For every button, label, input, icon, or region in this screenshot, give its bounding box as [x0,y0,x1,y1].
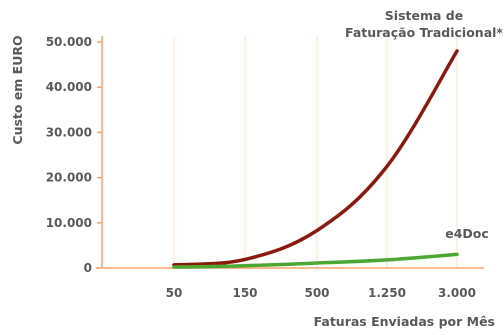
axes [96,36,484,269]
y-tick-label: 0 [84,261,92,275]
x-tick-label: 150 [232,286,257,300]
series-label: e4Doc [445,226,489,241]
x-tick-label: 500 [304,286,329,300]
y-axis-title: Custo em EURO [10,35,25,144]
y-tick-label: 20.000 [46,171,92,185]
series-lines [172,49,459,269]
y-tick-label: 40.000 [46,80,92,94]
series-label: Sistema de [385,8,463,23]
labels: 0 10.000 20.000 30.000 40.000 50.000 50 150 500 1… [10,8,503,329]
x-tick-label: 1.250 [368,286,406,300]
y-tick-label: 10.000 [46,216,92,230]
series-line-0 [172,49,459,267]
gridlines [173,36,458,268]
x-tick-label: 50 [166,286,183,300]
y-tick-label: 30.000 [46,125,92,139]
x-axis-title: Faturas Enviadas por Mês [314,314,495,329]
series-label: Faturação Tradicional* [345,25,503,40]
series-line-1 [172,252,459,269]
x-tick-label: 3.000 [438,286,476,300]
y-tick-label: 50.000 [46,35,92,49]
